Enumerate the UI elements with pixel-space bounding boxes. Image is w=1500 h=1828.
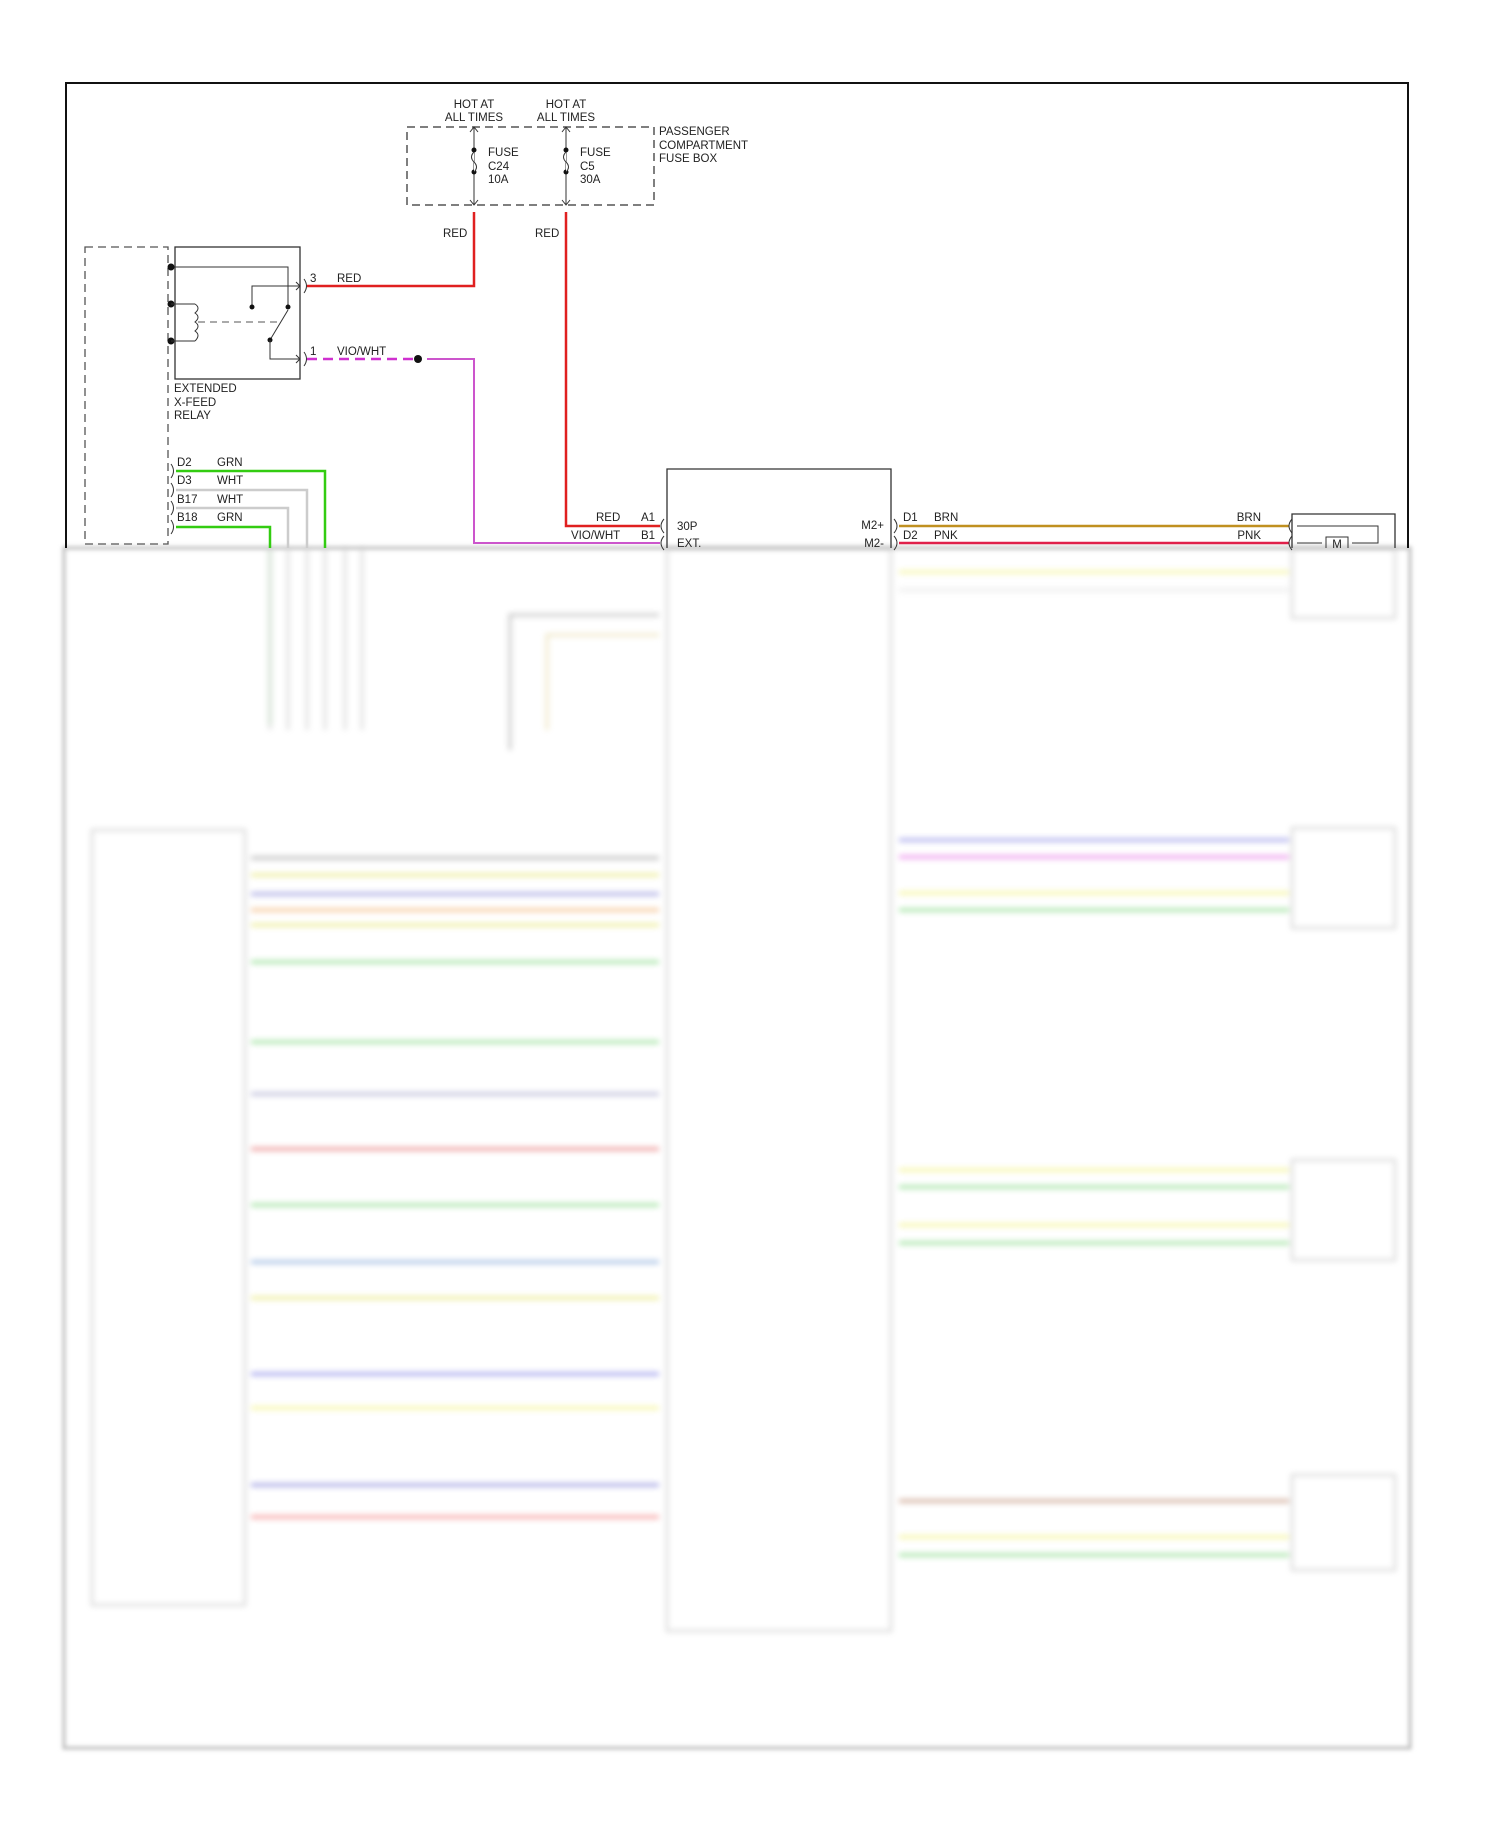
blurred-wire [1291,827,1396,929]
extended-x-feed-relay: EXTENDED X-FEED RELAY 3 RED 1 VIO/WHT [84,246,386,545]
svg-text:B17: B17 [177,494,197,506]
vio-wht-wire [427,358,660,544]
svg-text:FUSE: FUSE [488,147,519,159]
svg-text:WHT: WHT [217,494,243,506]
fuse-c24: FUSE C24 10A [469,126,519,206]
svg-text:BRN: BRN [1237,512,1261,524]
blurred-wire [545,633,659,730]
svg-text:10A: 10A [488,174,509,186]
svg-text:VIO/WHT: VIO/WHT [571,530,620,542]
svg-text:B18: B18 [177,512,197,524]
fuse-box-label: FUSE BOX [659,153,717,165]
left-connector: D2 GRN D3 WHT B17 WHT B18 GRN [170,457,327,548]
svg-text:D2: D2 [177,457,192,469]
svg-text:1: 1 [310,346,316,358]
svg-text:BRN: BRN [934,512,958,524]
svg-text:D1: D1 [903,512,918,524]
hot-at-label: HOT AT [454,99,494,111]
svg-text:A1: A1 [641,512,655,524]
svg-text:PNK: PNK [1237,530,1261,542]
svg-text:X-FEED: X-FEED [174,397,216,409]
svg-text:FUSE: FUSE [580,147,611,159]
svg-text:C24: C24 [488,161,510,173]
svg-text:GRN: GRN [217,457,243,469]
svg-text:WHT: WHT [217,475,243,487]
control-module: RED A1 VIO/WHT B1 30P EXT. M2+ M2- [571,468,892,551]
blurred-wire [1291,547,1396,619]
wire-color-label: RED [443,228,467,240]
svg-text:RED: RED [337,273,361,285]
svg-text:D2: D2 [903,530,918,542]
fuse-c5: FUSE C5 30A [561,126,611,206]
svg-text:C5: C5 [580,161,595,173]
blurred-wire [508,613,659,750]
motor-symbol: M [1332,539,1342,551]
hot-at-label: HOT AT [546,99,586,111]
svg-text:30A: 30A [580,174,601,186]
svg-text:RED: RED [596,512,620,524]
svg-text:3: 3 [310,273,316,285]
svg-text:EXTENDED: EXTENDED [174,383,237,395]
svg-text:EXT.: EXT. [677,538,701,550]
svg-text:M2+: M2+ [861,520,884,532]
motor-circuit: D1 BRN BRN D2 PNK PNK M [893,512,1396,551]
fuse-box-label: PASSENGER [659,126,730,138]
blurred-wire [1291,1474,1396,1571]
svg-text:M2-: M2- [864,538,884,550]
blurred-wire [1291,1159,1396,1261]
svg-text:30P: 30P [677,521,698,533]
svg-text:PNK: PNK [934,530,958,542]
svg-text:D3: D3 [177,475,192,487]
blurred-frame [62,546,1412,1750]
svg-text:RELAY: RELAY [174,410,211,422]
blurred-wire [91,829,246,1606]
wire-color-label: RED [535,228,559,240]
svg-text:VIO/WHT: VIO/WHT [337,346,386,358]
svg-text:B1: B1 [641,530,655,542]
hot-at-label: ALL TIMES [445,112,503,124]
red-wire-c5 [564,212,660,528]
red-wire-c24 [307,212,476,288]
fuse-box-label: COMPARTMENT [659,140,748,152]
splice-point [414,355,422,363]
passenger-compartment-fuse-box: HOT AT ALL TIMES HOT AT ALL TIMES FUSE C… [406,99,748,206]
blurred-wire [666,547,892,1632]
blurred-diagram-section [91,547,1396,1632]
diagram-frame [65,82,1409,548]
svg-text:GRN: GRN [217,512,243,524]
hot-at-label: ALL TIMES [537,112,595,124]
